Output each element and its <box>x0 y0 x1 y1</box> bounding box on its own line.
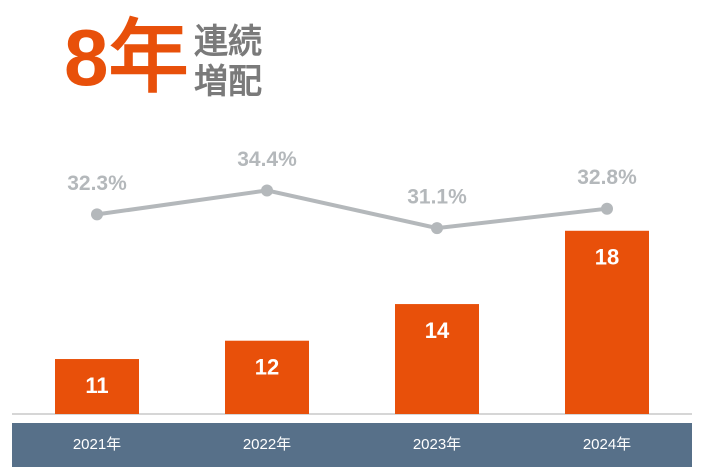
x-tick-label: 2021年 <box>73 436 121 453</box>
bar-label: 14 <box>425 318 450 343</box>
chart-subtitle: 連続 <box>194 23 262 61</box>
chart-title: 8年 <box>64 13 189 102</box>
line-label: 32.3% <box>67 172 127 195</box>
bar-label: 18 <box>595 245 619 270</box>
line-point <box>261 184 273 197</box>
bar-label: 11 <box>85 373 108 398</box>
x-tick-label: 2024年 <box>583 436 631 453</box>
category-band <box>12 423 692 467</box>
line-label: 32.8% <box>577 166 637 189</box>
line-point <box>91 208 103 221</box>
bar <box>55 359 139 414</box>
line-label: 34.4% <box>237 148 297 171</box>
x-tick-label: 2023年 <box>413 436 461 453</box>
bar-label: 12 <box>255 355 279 380</box>
bar <box>225 340 309 414</box>
line-point <box>601 202 613 215</box>
chart-subtitle: 増配 <box>194 63 262 101</box>
line-label: 31.1% <box>407 186 467 209</box>
bar <box>565 230 649 414</box>
x-tick-label: 2022年 <box>243 436 291 453</box>
line-point <box>431 222 443 235</box>
bar <box>395 304 479 414</box>
line <box>96 188 608 231</box>
